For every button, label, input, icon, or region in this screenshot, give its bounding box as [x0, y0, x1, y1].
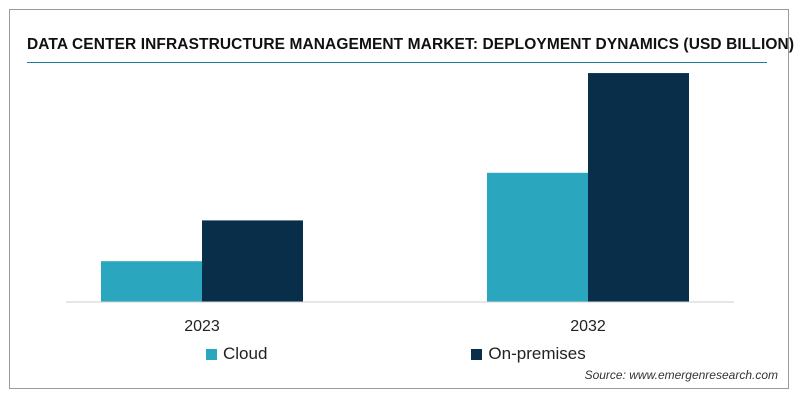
x-tick-label-2023: 2023 — [184, 318, 220, 335]
bar-on-premises-2032 — [588, 73, 689, 302]
legend: Cloud On-premises — [206, 344, 586, 364]
legend-swatch-cloud — [206, 348, 217, 360]
legend-label-on-premises: On-premises — [488, 344, 586, 363]
x-tick-labels: 2023 2032 — [184, 318, 606, 335]
bar-cloud-2032 — [487, 172, 588, 302]
bars-layer — [101, 73, 689, 302]
source-note: Source: www.emergenresearch.com — [584, 368, 778, 382]
legend-label-cloud: Cloud — [223, 344, 268, 363]
legend-swatch-on-premises — [471, 348, 483, 360]
legend-item-on-premises: On-premises — [471, 344, 586, 364]
bar-on-premises-2023 — [202, 220, 303, 302]
x-tick-label-2032: 2032 — [570, 318, 606, 335]
title-divider — [27, 62, 767, 63]
legend-item-cloud: Cloud — [206, 344, 267, 364]
chart-title: DATA CENTER INFRASTRUCTURE MANAGEMENT MA… — [27, 36, 795, 53]
bar-cloud-2023 — [101, 261, 202, 302]
